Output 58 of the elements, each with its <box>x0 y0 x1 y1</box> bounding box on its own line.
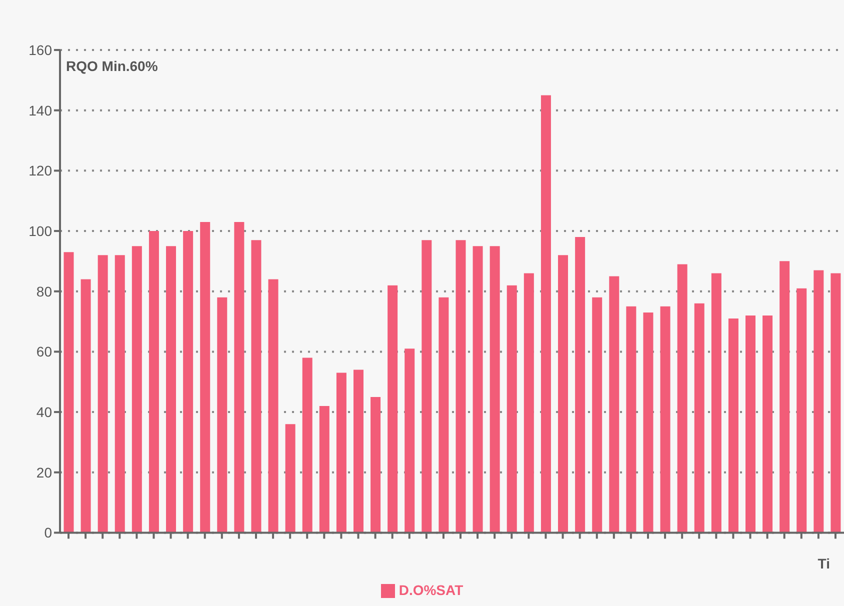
bar <box>780 261 790 533</box>
y-tick-label: 40 <box>36 404 52 420</box>
bar <box>80 279 91 533</box>
bar <box>98 255 108 533</box>
bar <box>234 222 244 533</box>
bar <box>762 315 773 533</box>
bar <box>490 246 500 533</box>
y-tick-label: 0 <box>44 524 52 541</box>
y-tick-label: 140 <box>28 102 52 118</box>
bar <box>643 312 654 533</box>
y-tick-label: 160 <box>28 42 52 58</box>
bar <box>814 270 824 533</box>
bar <box>626 306 636 533</box>
bar <box>319 406 330 533</box>
bar <box>132 246 142 533</box>
bar <box>524 273 534 533</box>
bar <box>64 252 74 533</box>
x-axis-title: Ti <box>818 556 830 572</box>
bar <box>830 273 841 533</box>
bar <box>728 318 738 533</box>
bar <box>336 372 346 533</box>
bar <box>456 240 466 533</box>
bar <box>575 237 586 533</box>
legend-label: D.O%SAT <box>398 582 464 598</box>
bar <box>285 424 296 533</box>
bar <box>558 255 568 533</box>
bar <box>251 240 262 533</box>
bar <box>796 288 807 533</box>
bar <box>217 297 228 533</box>
bar <box>438 297 449 533</box>
bar <box>472 246 483 533</box>
bar <box>200 222 210 533</box>
y-tick-label: 20 <box>36 464 52 480</box>
bar <box>388 285 398 533</box>
bar <box>114 255 125 533</box>
annotation: RQO Min.60% <box>66 58 158 74</box>
bar <box>166 246 176 533</box>
bar <box>745 315 756 533</box>
bar <box>609 276 620 533</box>
bar <box>183 231 194 533</box>
bar <box>268 279 278 533</box>
bar <box>370 396 381 533</box>
bar <box>592 297 602 533</box>
y-tick-label: 60 <box>36 344 52 360</box>
bar <box>404 348 415 533</box>
bar <box>677 264 688 533</box>
bar <box>506 285 517 533</box>
y-tick-label: 80 <box>36 283 52 300</box>
bar <box>353 370 364 533</box>
bar <box>422 240 432 533</box>
y-tick-label: 100 <box>28 222 52 239</box>
bar <box>148 231 159 533</box>
bar <box>660 306 670 533</box>
bar <box>711 273 722 533</box>
bar <box>694 303 704 533</box>
bar <box>540 95 551 533</box>
y-tick-label: 120 <box>28 162 52 179</box>
bar <box>302 358 312 533</box>
